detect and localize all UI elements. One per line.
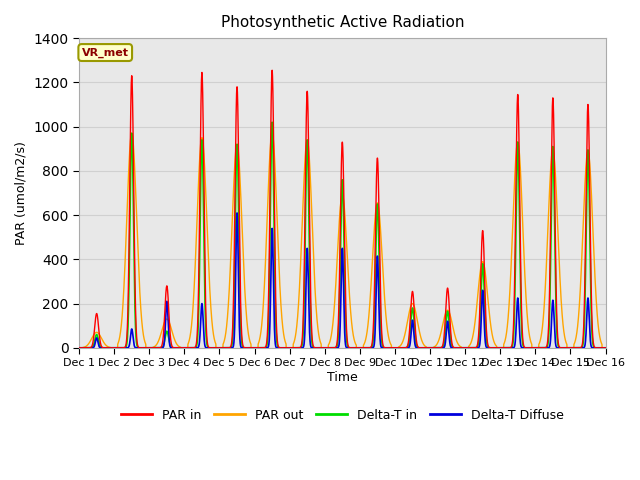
Text: VR_met: VR_met bbox=[82, 48, 129, 58]
Y-axis label: PAR (umol/m2/s): PAR (umol/m2/s) bbox=[15, 141, 28, 245]
Legend: PAR in, PAR out, Delta-T in, Delta-T Diffuse: PAR in, PAR out, Delta-T in, Delta-T Dif… bbox=[116, 404, 569, 427]
X-axis label: Time: Time bbox=[327, 371, 358, 384]
Title: Photosynthetic Active Radiation: Photosynthetic Active Radiation bbox=[221, 15, 464, 30]
